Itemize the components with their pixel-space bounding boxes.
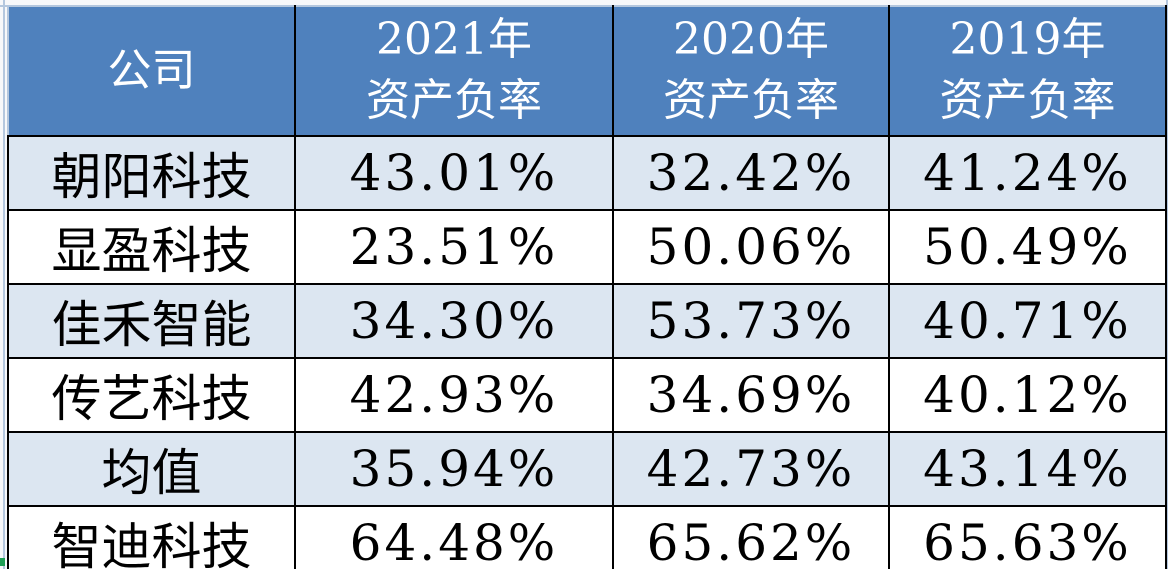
table-row-average: 均值 35.94% 42.73% 43.14% <box>7 431 1167 507</box>
header-2020-metric: 资产负率 <box>663 75 839 126</box>
header-cell-company[interactable]: 公司 <box>7 5 296 137</box>
table-row-jiahe: 佳禾智能 34.30% 53.73% 40.71% <box>7 283 1167 359</box>
cell-ratio-2019[interactable]: 50.49% <box>888 209 1167 285</box>
header-cell-2019[interactable]: 2019年 资产负率 <box>888 5 1167 137</box>
header-cell-2021[interactable]: 2021年 资产负率 <box>294 5 614 137</box>
cell-ratio-2020[interactable]: 65.62% <box>612 505 890 569</box>
cell-ratio-2020[interactable]: 32.42% <box>612 135 890 211</box>
cell-ratio-2020[interactable]: 53.73% <box>612 283 890 359</box>
sheet-gridline-right <box>1166 0 1168 569</box>
asset-liability-ratio-table: 公司 2021年 资产负率 2020年 资产负率 2019年 资产负率 朝阳科技 <box>7 5 1167 569</box>
cell-ratio-2019[interactable]: 43.14% <box>888 431 1167 507</box>
cell-ratio-2019[interactable]: 65.63% <box>888 505 1167 569</box>
cell-ratio-2020[interactable]: 42.73% <box>612 431 890 507</box>
cell-ratio-2019[interactable]: 40.12% <box>888 357 1167 433</box>
table-row-chuanyi: 传艺科技 42.93% 34.69% 40.12% <box>7 357 1167 433</box>
cell-ratio-2021[interactable]: 23.51% <box>294 209 614 285</box>
cell-company[interactable]: 朝阳科技 <box>7 135 296 211</box>
header-2021-metric: 资产负率 <box>366 75 542 126</box>
table-row-xianying: 显盈科技 23.51% 50.06% 50.49% <box>7 209 1167 285</box>
header-2019-metric: 资产负率 <box>939 75 1116 126</box>
cell-company[interactable]: 传艺科技 <box>7 357 296 433</box>
cell-company[interactable]: 智迪科技 <box>7 505 296 569</box>
cell-ratio-2021[interactable]: 42.93% <box>294 357 614 433</box>
header-2019-year: 2019年 <box>949 14 1106 66</box>
cell-ratio-2020[interactable]: 34.69% <box>612 357 890 433</box>
cell-company[interactable]: 佳禾智能 <box>7 283 296 359</box>
cell-ratio-2021[interactable]: 35.94% <box>294 431 614 507</box>
cell-company[interactable]: 显盈科技 <box>7 209 296 285</box>
sheet-gridline-left <box>3 0 5 569</box>
table-row-zhidi: 智迪科技 64.48% 65.62% 65.63% <box>7 505 1167 569</box>
cell-ratio-2020[interactable]: 50.06% <box>612 209 890 285</box>
cell-ratio-2021[interactable]: 43.01% <box>294 135 614 211</box>
selection-fill-handle[interactable] <box>0 558 5 566</box>
header-cell-2020[interactable]: 2020年 资产负率 <box>612 5 890 137</box>
cell-ratio-2021[interactable]: 64.48% <box>294 505 614 569</box>
table-row-chaoyang: 朝阳科技 43.01% 32.42% 41.24% <box>7 135 1167 211</box>
cell-ratio-2019[interactable]: 40.71% <box>888 283 1167 359</box>
header-2020-year: 2020年 <box>673 14 829 66</box>
header-2021-year: 2021年 <box>376 14 532 66</box>
header-company-label: 公司 <box>107 44 196 96</box>
cell-ratio-2021[interactable]: 34.30% <box>294 283 614 359</box>
cell-company[interactable]: 均值 <box>7 431 296 507</box>
header-row: 公司 2021年 资产负率 2020年 资产负率 2019年 资产负率 <box>7 5 1167 137</box>
cell-ratio-2019[interactable]: 41.24% <box>888 135 1167 211</box>
